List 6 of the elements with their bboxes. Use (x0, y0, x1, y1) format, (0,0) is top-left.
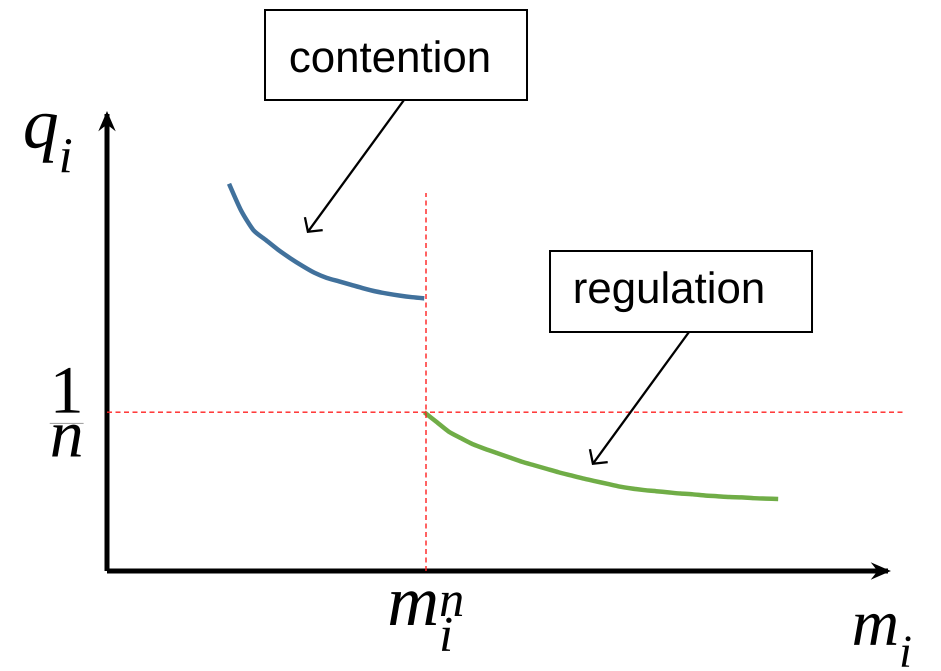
x-axis-title: $m_i$ (854, 614, 910, 667)
ref-line-label: $\frac{1}{n}$ (50, 368, 84, 457)
text: $m_i^n$ (390, 591, 462, 651)
y-axis-title: $q_i$ (25, 114, 72, 172)
annotation: regulation (576, 271, 762, 312)
text: contention (290, 40, 488, 72)
